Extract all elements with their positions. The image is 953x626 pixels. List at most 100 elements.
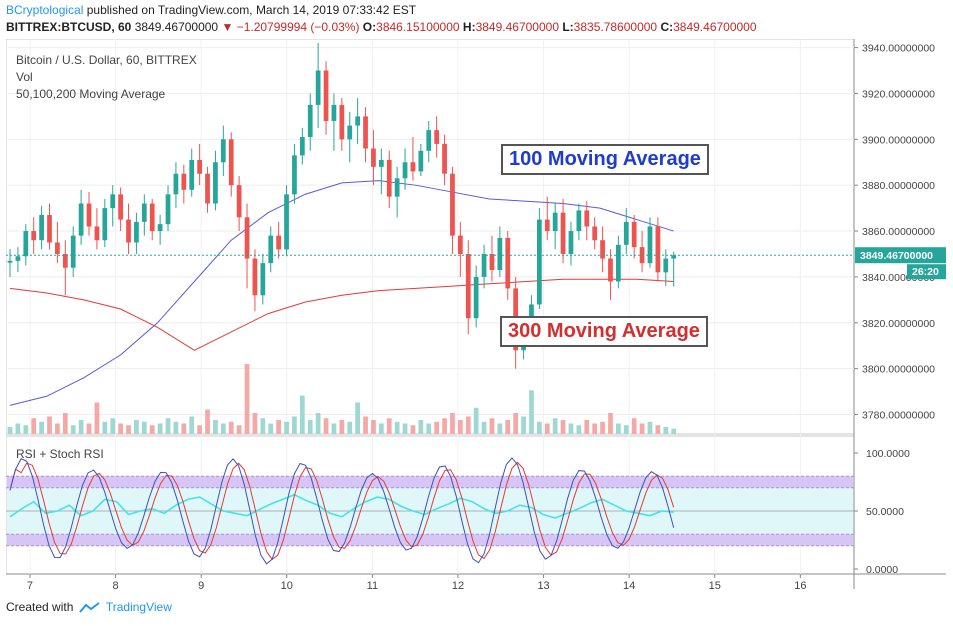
volume-bar (31, 418, 37, 434)
volume-bar (331, 423, 337, 434)
volume-bar (655, 425, 661, 434)
symbol-label[interactable]: BITTREX:BTCUSD, 60 (6, 20, 132, 34)
candle-body (536, 219, 542, 305)
candle-body (126, 219, 131, 243)
candle-body (584, 210, 590, 227)
price-axis-label: 3880.00000000 (862, 180, 935, 192)
publish-line: BCryptological published on TradingView.… (6, 3, 416, 17)
candle-body (434, 130, 440, 144)
price-axis-label: 3800.00000000 (862, 364, 935, 376)
candle-body (284, 194, 289, 250)
last-price-badge-text: 3849.46700000 (860, 250, 933, 262)
candle-body (371, 148, 376, 167)
candle-body (86, 203, 92, 227)
price-axis-label: 3940.00000000 (862, 43, 935, 55)
candle-body (608, 258, 613, 282)
volume-bar (86, 423, 92, 434)
candle-body (94, 226, 100, 241)
volume-bar (663, 427, 669, 434)
ma100-annotation: 100 Moving Average (501, 144, 709, 175)
candle-body (78, 203, 84, 236)
close-label: C: (660, 20, 674, 34)
footer: Created with TradingView (6, 600, 172, 614)
volume-bar (378, 423, 384, 434)
time-axis-label: 9 (198, 580, 204, 589)
candle-body (62, 253, 68, 268)
volume-bar (15, 423, 21, 434)
time-axis-label: 7 (27, 580, 33, 589)
candle-body (623, 221, 629, 245)
volume-bar (220, 423, 226, 434)
volume-bar (134, 420, 139, 434)
candle-body (402, 162, 408, 179)
volume-bar (608, 413, 613, 434)
publisher-link[interactable]: BCryptological (6, 3, 84, 17)
candle-body (236, 185, 242, 218)
close-value: 3849.46700000 (673, 20, 757, 34)
volume-bar (102, 421, 108, 434)
volume-bar (252, 413, 258, 434)
candle-body (70, 235, 76, 268)
volume-bar (23, 425, 29, 434)
candle-body (299, 137, 305, 156)
candle-body (450, 173, 455, 236)
candle-body (671, 255, 677, 259)
candle-body (386, 159, 392, 197)
candle-body (205, 173, 210, 204)
volume-bar (7, 427, 13, 434)
countdown-badge-bg (907, 264, 947, 280)
candle-body (331, 104, 337, 121)
candle-body (165, 194, 171, 225)
volume-bar (260, 418, 266, 434)
ma-300-line (9, 278, 674, 351)
volume-bar (347, 421, 353, 434)
last-price-badge: 3849.46700000 (855, 247, 947, 264)
candle-body (663, 258, 669, 273)
volume-bar (623, 425, 629, 434)
volume-bar (205, 409, 210, 434)
tradingview-brand[interactable]: TradingView (105, 600, 172, 614)
chart-panel[interactable]: 3940.00000000 3920.00000000 3900.00000000 3… (5, 38, 947, 592)
volume-bar (592, 423, 598, 434)
volume-bar (62, 413, 68, 434)
candle-body (616, 244, 621, 282)
volume-bar (355, 402, 361, 434)
legend-title: Bitcoin / U.S. Dollar, 60, BITTREX (16, 53, 197, 67)
candle-body (292, 155, 297, 195)
volume-bar (47, 416, 52, 434)
candle-body (31, 231, 37, 241)
candle-body (497, 237, 503, 271)
candle-body (418, 150, 424, 172)
chart-svg[interactable]: 3940.00000000 3920.00000000 3900.00000000 3… (5, 38, 947, 592)
volume-bar (236, 425, 242, 434)
volume-bar (434, 421, 440, 434)
volume-bar (442, 418, 447, 434)
down-triangle-icon: ▼ (221, 20, 234, 34)
candle-body (228, 139, 234, 186)
candle-body (529, 304, 534, 328)
legend-vol: Vol (16, 70, 33, 84)
volume-bar (244, 364, 250, 434)
volume-bar (584, 420, 590, 434)
ma300-annotation: 300 Moving Average (500, 316, 708, 347)
candle-body (15, 256, 21, 261)
volume-bar (276, 420, 282, 434)
candle-body (647, 226, 653, 264)
candle-body (339, 104, 345, 140)
volume-bar (402, 423, 408, 434)
volume-bar (363, 416, 368, 434)
volume-bar (552, 418, 558, 434)
candle-body (315, 70, 321, 105)
time-axis-label: 8 (113, 580, 119, 589)
ohlc-values: O:3846.15100000 H:3849.46700000 L:3835.7… (363, 20, 757, 34)
symbol-quote-line: BITTREX:BTCUSD, 60 3849.46700000 ▼ −1.20… (6, 20, 757, 34)
low-value: 3835.78600000 (573, 20, 658, 34)
candle-body (276, 235, 282, 250)
price-change-text: −1.20799994 (−0.03%) (236, 20, 360, 34)
candle-body (173, 173, 179, 195)
legend-rsi: RSI + Stoch RSI (16, 447, 104, 461)
volume-bar (284, 421, 289, 434)
time-axis-label: 14 (623, 580, 635, 589)
time-axis-label: 10 (281, 580, 293, 589)
volume-bar (418, 420, 424, 434)
